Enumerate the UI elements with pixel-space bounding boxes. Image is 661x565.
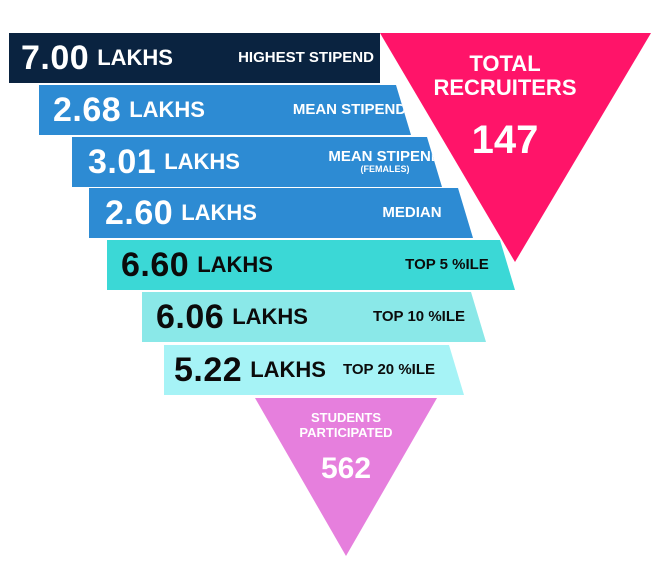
recruiters-value: 147 bbox=[471, 118, 539, 162]
recruiters-triangle bbox=[380, 33, 651, 262]
mean-stipend-unit: LAKHS bbox=[129, 97, 205, 122]
band-mean-stipend-females: 3.01 LAKHS MEAN STIPEND (FEMALES) bbox=[72, 137, 442, 187]
median-value: 2.60 bbox=[105, 193, 174, 232]
students-label-line2: PARTICIPATED bbox=[299, 425, 393, 440]
band-top-5-percentile: 6.60 LAKHS TOP 5 %ILE bbox=[107, 240, 515, 290]
mean-stipend-females-label: MEAN STIPEND (FEMALES) bbox=[315, 149, 455, 174]
median-unit: LAKHS bbox=[181, 200, 257, 225]
mean-stipend-label: MEAN STIPEND bbox=[292, 101, 407, 118]
students-value: 562 bbox=[320, 452, 372, 485]
top-20-label: TOP 20 %ILE bbox=[343, 361, 435, 378]
band-top-10-percentile: 6.06 LAKHS TOP 10 %ILE bbox=[142, 292, 486, 342]
highest-stipend-value: 7.00 bbox=[21, 38, 90, 77]
students-triangle bbox=[255, 398, 437, 556]
mean-stipend-value: 2.68 bbox=[53, 90, 122, 129]
recruiters-label: TOTAL RECRUITERS bbox=[430, 52, 580, 100]
mean-stipend-females-unit: LAKHS bbox=[164, 149, 240, 174]
top-10-label: TOP 10 %ILE bbox=[373, 308, 465, 325]
mean-stipend-females-sublabel: (FEMALES) bbox=[360, 163, 410, 174]
top-5-value: 6.60 bbox=[121, 245, 190, 284]
mean-stipend-females-label-main: MEAN STIPEND bbox=[328, 148, 442, 165]
top-10-unit: LAKHS bbox=[232, 304, 308, 329]
recruiters-label-line2: RECRUITERS bbox=[433, 75, 577, 100]
highest-stipend-label: HIGHEST STIPEND bbox=[238, 49, 374, 66]
top-5-unit: LAKHS bbox=[197, 252, 273, 277]
band-highest-stipend: 7.00 LAKHS HIGHEST STIPEND bbox=[9, 33, 380, 83]
recruiters-label-line1: TOTAL bbox=[469, 51, 541, 76]
band-median: 2.60 LAKHS MEDIAN bbox=[89, 188, 473, 238]
students-label-line1: STUDENTS bbox=[310, 410, 382, 425]
top-20-value: 5.22 bbox=[174, 350, 243, 389]
students-label: STUDENTS PARTICIPATED bbox=[276, 410, 416, 440]
mean-stipend-females-value: 3.01 bbox=[88, 142, 157, 181]
highest-stipend-unit: LAKHS bbox=[97, 45, 173, 70]
top-5-label: TOP 5 %ILE bbox=[405, 256, 489, 273]
top-10-value: 6.06 bbox=[156, 297, 225, 336]
band-top-20-percentile: 5.22 LAKHS TOP 20 %ILE bbox=[164, 345, 464, 395]
top-20-unit: LAKHS bbox=[250, 357, 326, 382]
median-label: MEDIAN bbox=[382, 204, 442, 221]
band-mean-stipend: 2.68 LAKHS MEAN STIPEND bbox=[39, 85, 411, 135]
